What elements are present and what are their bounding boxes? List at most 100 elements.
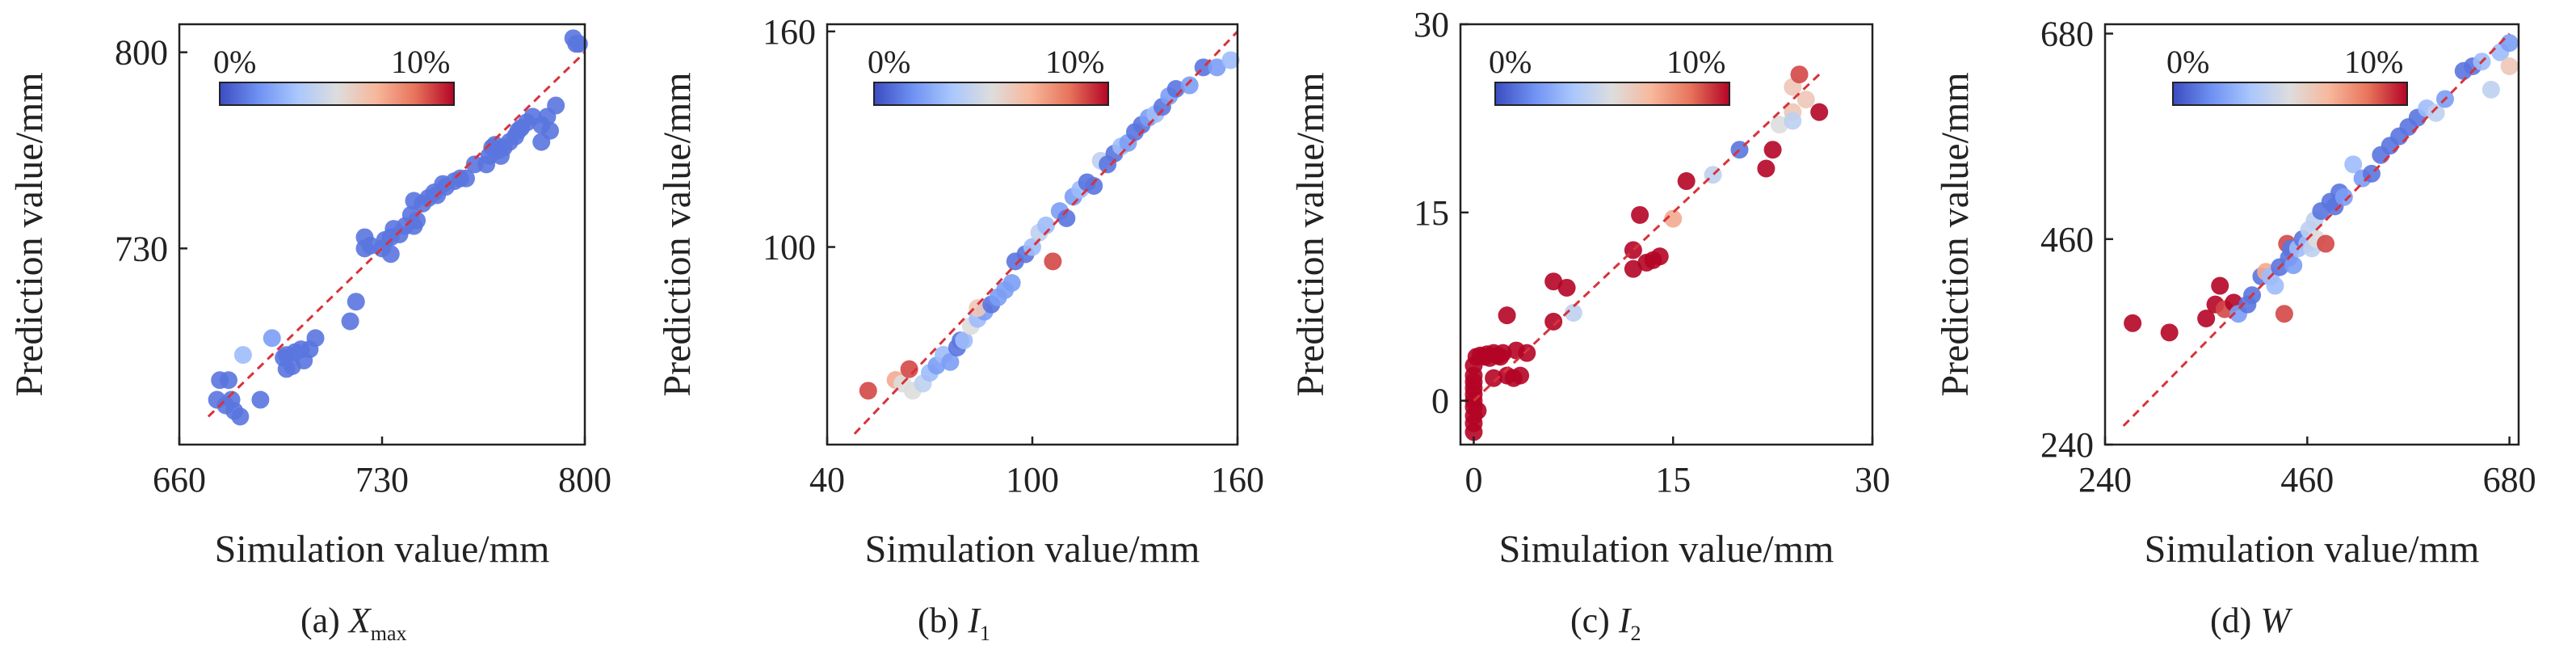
y-tick-label: 800 bbox=[115, 33, 168, 73]
colorbar bbox=[873, 82, 1109, 106]
x-tick-label: 660 bbox=[153, 460, 206, 500]
data-point bbox=[2160, 323, 2179, 342]
data-point bbox=[1757, 159, 1775, 178]
caption-symbol: W bbox=[2260, 601, 2292, 640]
data-point bbox=[2284, 256, 2303, 275]
data-point bbox=[2500, 57, 2519, 75]
x-tick-label: 160 bbox=[1211, 460, 1264, 500]
x-tick-label: 30 bbox=[1855, 460, 1890, 500]
x-axis-label: Simulation value/mm bbox=[1499, 528, 1834, 571]
data-point bbox=[341, 312, 359, 331]
x-tick-label: 15 bbox=[1655, 460, 1691, 500]
data-point bbox=[2124, 314, 2142, 332]
data-point bbox=[1208, 58, 1226, 77]
colorbar bbox=[2172, 82, 2408, 106]
data-point bbox=[2275, 305, 2293, 323]
data-point bbox=[263, 329, 281, 348]
data-point bbox=[2344, 155, 2363, 174]
x-tick-label: 730 bbox=[355, 460, 409, 500]
data-point bbox=[2197, 310, 2216, 327]
colorbar-max-label: 10% bbox=[2344, 44, 2403, 80]
x-tick-label: 800 bbox=[558, 460, 611, 500]
scatter-panel-2: 40 100 160 100 160 Simulation value/mm Predict… bbox=[656, 12, 1264, 645]
data-point bbox=[1002, 274, 1021, 292]
data-point bbox=[347, 293, 365, 311]
data-point bbox=[277, 360, 296, 378]
data-point bbox=[955, 331, 973, 350]
x-tick-label: 240 bbox=[2078, 460, 2132, 500]
data-point bbox=[1518, 344, 1536, 362]
panel-caption: (b) I1 bbox=[918, 601, 990, 645]
data-point bbox=[1784, 112, 1802, 130]
data-point bbox=[1557, 278, 1576, 297]
data-point bbox=[225, 402, 244, 420]
y-tick-label: 15 bbox=[1414, 193, 1449, 233]
colorbar-max-label: 10% bbox=[1666, 44, 1725, 80]
y-tick-label: 680 bbox=[2040, 15, 2094, 54]
data-point bbox=[1180, 76, 1199, 95]
caption-subscript: 2 bbox=[1631, 622, 1641, 645]
panel-caption: (a) Xmax bbox=[300, 601, 407, 645]
data-point bbox=[1485, 369, 1503, 387]
reference-line bbox=[1473, 73, 1821, 402]
x-axis-label: Simulation value/mm bbox=[2145, 528, 2480, 571]
caption-subscript: 1 bbox=[980, 622, 990, 645]
colorbar-min-label: 0% bbox=[868, 44, 910, 80]
data-point bbox=[900, 360, 918, 378]
data-point bbox=[1564, 304, 1582, 323]
data-point bbox=[2481, 80, 2500, 99]
y-axis-label: Prediction value/mm bbox=[1934, 72, 1977, 396]
x-tick-label: 40 bbox=[809, 460, 845, 500]
y-tick-label: 30 bbox=[1414, 5, 1449, 44]
panel-caption: (c) I2 bbox=[1570, 601, 1641, 645]
caption-prefix: (c) bbox=[1570, 601, 1619, 640]
y-tick-label: 0 bbox=[1431, 382, 1449, 421]
data-point bbox=[2500, 34, 2519, 53]
data-point bbox=[2317, 234, 2335, 253]
scatter-panel-3: 0 15 30 0 15 30 Simulation value/mm Prediction … bbox=[1289, 5, 1890, 645]
data-point bbox=[1763, 141, 1782, 159]
data-point bbox=[408, 211, 427, 230]
panel-caption: (d) W bbox=[2210, 601, 2292, 640]
data-point bbox=[1511, 366, 1530, 385]
y-tick-label: 240 bbox=[2040, 425, 2094, 465]
caption-prefix: (a) bbox=[300, 601, 349, 640]
data-point bbox=[569, 35, 588, 53]
x-tick-label: 100 bbox=[1006, 460, 1059, 500]
data-point bbox=[251, 390, 270, 409]
reference-line bbox=[207, 51, 586, 418]
data-point bbox=[969, 299, 987, 318]
caption-prefix: (d) bbox=[2210, 601, 2260, 640]
plot-frame bbox=[2103, 23, 2520, 446]
data-point bbox=[1796, 91, 1815, 109]
colorbar bbox=[219, 82, 455, 106]
data-point bbox=[1221, 51, 1240, 70]
plot-frame bbox=[1459, 23, 1874, 446]
x-axis-label: Simulation value/mm bbox=[215, 528, 550, 571]
data-point bbox=[859, 382, 877, 400]
data-point bbox=[381, 245, 400, 264]
caption-symbol: I bbox=[967, 601, 981, 640]
data-point bbox=[1810, 103, 1829, 121]
reference-line bbox=[2122, 32, 2511, 427]
data-point bbox=[540, 121, 559, 140]
y-axis-label: Prediction value/mm bbox=[656, 72, 699, 396]
data-point bbox=[2427, 103, 2445, 122]
colorbar-max-label: 10% bbox=[391, 44, 450, 80]
data-point bbox=[1498, 306, 1516, 325]
y-tick-label: 100 bbox=[763, 228, 816, 268]
x-axis-label: Simulation value/mm bbox=[865, 528, 1200, 571]
data-point bbox=[547, 96, 565, 115]
colorbar-min-label: 0% bbox=[2166, 44, 2209, 80]
y-axis-label: Prediction value/mm bbox=[8, 72, 51, 396]
data-point bbox=[1790, 65, 1809, 84]
data-point bbox=[233, 346, 252, 365]
data-point bbox=[1631, 205, 1649, 224]
data-point bbox=[2266, 276, 2284, 295]
data-point bbox=[1057, 209, 1076, 227]
data-point bbox=[1544, 272, 1563, 291]
x-tick-label: 460 bbox=[2280, 460, 2334, 500]
